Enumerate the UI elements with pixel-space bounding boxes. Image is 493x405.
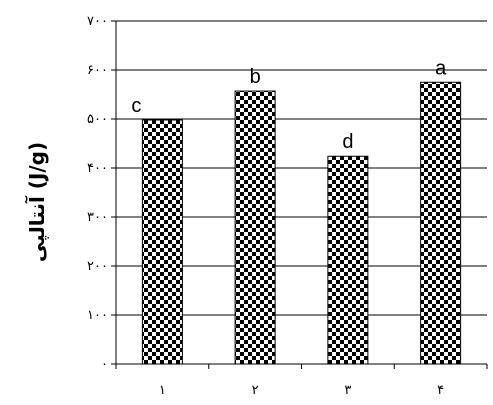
x-tick-label: ۲ bbox=[252, 383, 259, 398]
y-tick-label: ۰ bbox=[101, 357, 108, 372]
y-tick-label: ۳۰۰ bbox=[87, 210, 108, 225]
bar-letter-label: a bbox=[435, 57, 447, 79]
y-axis-title: آنتالپی (J/g) bbox=[24, 142, 50, 262]
y-tick-label: ۴۰۰ bbox=[87, 161, 108, 176]
y-tick-label: ۱۰۰ bbox=[87, 308, 108, 323]
bars: c b d a bbox=[131, 57, 462, 365]
y-tick-label: ۵۰۰ bbox=[87, 112, 108, 127]
y-tick-label: ۲۰۰ bbox=[87, 259, 108, 274]
x-tick-label: ۱ bbox=[159, 383, 166, 398]
bar bbox=[420, 81, 462, 365]
x-tick-label: ۴ bbox=[437, 383, 444, 398]
y-tick-label: ۶۰۰ bbox=[87, 63, 108, 78]
bar-letter-label: b bbox=[250, 66, 261, 88]
axes: ۰ ۱۰۰ ۲۰۰ ۳۰۰ ۴۰۰ ۵۰۰ ۶۰۰ ۷۰۰ ۱ ۲ ۳ ۴ bbox=[87, 14, 488, 398]
bar bbox=[141, 119, 183, 365]
bar bbox=[234, 90, 276, 365]
x-tick-label: ۳ bbox=[344, 383, 351, 398]
y-tick-label: ۷۰۰ bbox=[87, 14, 108, 29]
bar-letter-label: c bbox=[131, 95, 141, 117]
bar-letter-label: d bbox=[342, 131, 353, 153]
bar bbox=[327, 155, 369, 365]
